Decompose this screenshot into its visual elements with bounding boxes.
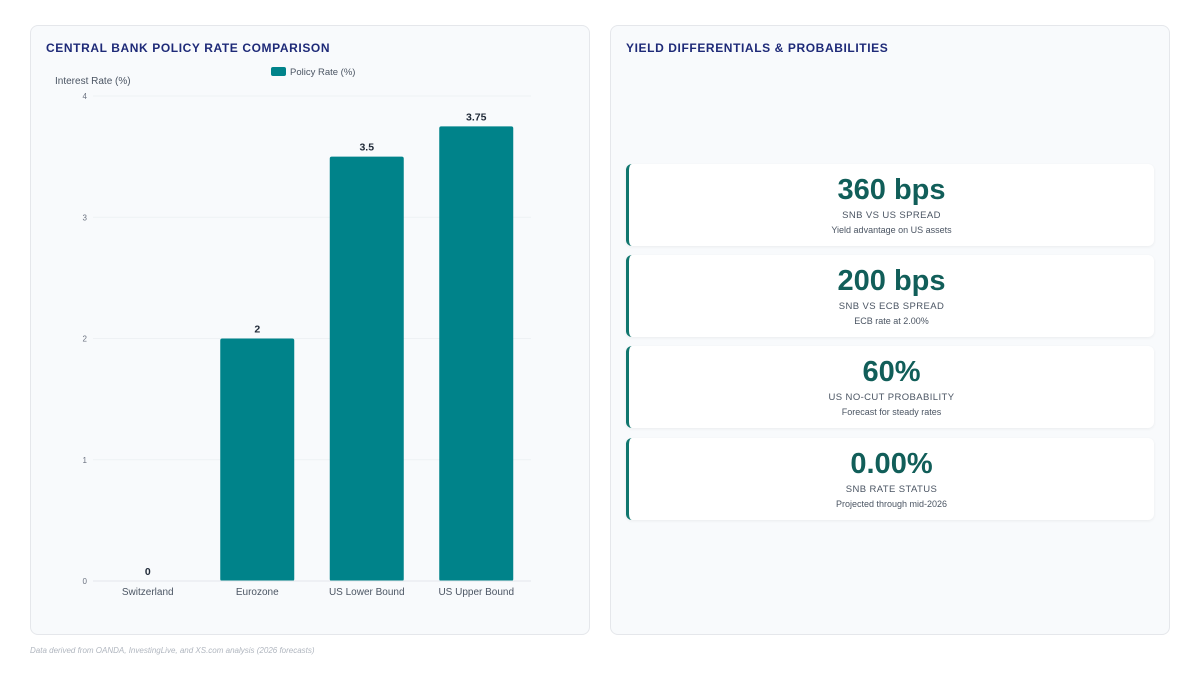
metric-card-snb-us-spread: 360 bps SNB VS US SPREAD Yield advantage…	[626, 164, 1154, 246]
rate-comparison-panel: CENTRAL BANK POLICY RATE COMPARISON 0 1 2 3…	[30, 25, 590, 635]
metric-card-snb-rate-status: 0.00% SNB RATE STATUS Projected through …	[626, 438, 1154, 520]
metric-card-snb-ecb-spread: 200 bps SNB VS ECB SPREAD ECB rate at 2.…	[626, 255, 1154, 337]
metric-value: 360 bps	[837, 174, 946, 206]
y-tick-label: 3	[83, 213, 88, 222]
legend-swatch	[271, 67, 286, 76]
data-label: 2	[254, 324, 260, 336]
y-axis-label: Interest Rate (%)	[55, 76, 131, 87]
data-label: 3.75	[466, 111, 487, 123]
data-label: 3.5	[359, 142, 374, 154]
x-tick-label: US Upper Bound	[438, 587, 514, 598]
y-tick-label: 1	[83, 456, 88, 465]
metric-value: 0.00%	[850, 448, 933, 480]
y-tick-label: 2	[83, 335, 88, 344]
yield-differentials-title: YIELD DIFFERENTIALS & PROBABILITIES	[626, 41, 889, 55]
metric-label: SNB VS US SPREAD	[842, 210, 941, 221]
metric-subtext: Yield advantage on US assets	[831, 225, 952, 235]
rate-comparison-title: CENTRAL BANK POLICY RATE COMPARISON	[46, 41, 331, 55]
legend-label: Policy Rate (%)	[290, 67, 355, 78]
x-tick-label: US Lower Bound	[329, 587, 405, 598]
bar	[220, 338, 295, 581]
metric-label: SNB RATE STATUS	[845, 484, 938, 495]
y-tick-label: 0	[83, 577, 88, 586]
x-tick-label: Eurozone	[236, 587, 279, 598]
metric-card-us-no-cut-probability: 60% US NO-CUT PROBABILITY Forecast for s…	[626, 346, 1154, 428]
x-tick-label: Switzerland	[122, 587, 174, 598]
metric-subtext: ECB rate at 2.00%	[854, 316, 929, 326]
data-source-footnote: Data derived from OANDA, InvestingLive, …	[30, 646, 315, 655]
yield-differentials-panel: YIELD DIFFERENTIALS & PROBABILITIES 360 …	[610, 25, 1170, 635]
data-label: 0	[145, 566, 151, 578]
y-tick-label: 4	[83, 92, 88, 101]
metric-value: 200 bps	[837, 265, 946, 297]
bar	[329, 156, 404, 581]
policy-rate-bar-chart: 0 1 2 3 4 Interest Rate (%) Policy Rate (%) 0 Sw…	[55, 67, 531, 598]
metric-subtext: Projected through mid-2026	[835, 499, 948, 509]
metric-label: SNB VS ECB SPREAD	[838, 301, 945, 312]
metric-subtext: Forecast for steady rates	[841, 407, 942, 417]
metric-value: 60%	[862, 356, 921, 388]
bar	[439, 126, 514, 581]
metric-label: US NO-CUT PROBABILITY	[828, 392, 955, 403]
